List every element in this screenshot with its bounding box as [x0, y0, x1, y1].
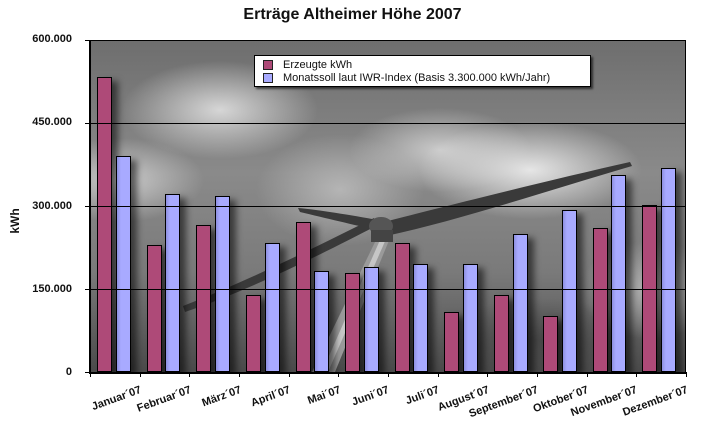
legend-item-erzeugte: Erzeugte kWh	[263, 58, 352, 71]
bar-erzeugte-januar	[97, 77, 112, 372]
bar-erzeugte-april	[246, 295, 261, 372]
chart-title: Erträge Altheimer Höhe 2007	[243, 6, 462, 23]
legend: Erzeugte kWh Monatssoll laut IWR-Index (…	[254, 55, 591, 87]
legend-item-monatssoll: Monatssoll laut IWR-Index (Basis 3.300.0…	[263, 71, 550, 84]
y-tick-label-600000: 600.000	[32, 33, 72, 45]
x-tick-mark	[537, 372, 538, 377]
x-tick-label-april: April´07	[249, 384, 293, 410]
bar-monatssoll-april	[265, 243, 280, 372]
x-tick-mark	[438, 372, 439, 377]
bar-monatssoll-juni	[364, 267, 379, 372]
y-tick-mark	[85, 40, 90, 41]
bar-erzeugte-juni	[345, 273, 360, 372]
bar-erzeugte-oktober	[543, 316, 558, 372]
legend-swatch-erzeugte	[263, 59, 273, 70]
x-tick-mark	[587, 372, 588, 377]
gridline-300000	[90, 206, 686, 207]
y-tick-label-150000: 150.000	[32, 283, 72, 295]
y-axis-label: kWh	[8, 208, 22, 234]
bar-monatssoll-maerz	[215, 196, 230, 372]
bars-container	[90, 40, 686, 372]
bar-monatssoll-juli	[413, 264, 428, 372]
gridline-150000	[90, 289, 686, 290]
y-tick-label-300000: 300.000	[32, 200, 72, 212]
y-tick-label-0: 0	[65, 366, 72, 378]
bar-monatssoll-november	[611, 175, 626, 372]
x-tick-label-mai: Mai´07	[305, 384, 343, 407]
y-tick-mark	[85, 206, 90, 207]
bar-erzeugte-februar	[147, 245, 162, 372]
gridline-450000	[90, 123, 686, 124]
x-tick-mark	[388, 372, 389, 377]
x-tick-mark	[686, 372, 687, 377]
bar-monatssoll-dezember	[661, 168, 676, 372]
bar-erzeugte-maerz	[196, 225, 211, 372]
bar-monatssoll-februar	[165, 194, 180, 372]
x-tick-mark	[487, 372, 488, 377]
bar-erzeugte-mai	[296, 222, 311, 372]
x-tick-label-januar: Januar´07	[90, 384, 144, 414]
bar-erzeugte-november	[593, 228, 608, 372]
y-tick-mark	[85, 123, 90, 124]
y-tick-mark	[85, 289, 90, 290]
x-tick-mark	[338, 372, 339, 377]
bar-monatssoll-oktober	[562, 210, 577, 372]
bar-erzeugte-september	[494, 295, 509, 372]
bar-erzeugte-juli	[395, 243, 410, 372]
x-tick-mark	[239, 372, 240, 377]
y-tick-label-450000: 450.000	[32, 116, 72, 128]
bar-monatssoll-mai	[314, 271, 329, 372]
x-tick-mark	[289, 372, 290, 377]
x-tick-mark	[140, 372, 141, 377]
bar-monatssoll-september	[513, 234, 528, 372]
bar-monatssoll-august	[463, 264, 478, 372]
x-tick-mark	[636, 372, 637, 377]
x-tick-mark	[189, 372, 190, 377]
legend-label-erzeugte: Erzeugte kWh	[283, 58, 353, 71]
legend-swatch-monatssoll	[263, 72, 273, 83]
bar-erzeugte-dezember	[642, 205, 657, 372]
bar-erzeugte-august	[444, 312, 459, 372]
x-tick-label-juli: Juli´07	[404, 384, 442, 408]
x-tick-label-maerz: März´07	[200, 384, 244, 410]
x-tick-label-februar: Februar´07	[135, 384, 194, 415]
x-tick-label-juni: Juni´07	[350, 384, 392, 409]
y-tick-mark	[85, 372, 90, 373]
bar-monatssoll-januar	[116, 156, 131, 372]
x-tick-mark	[90, 372, 91, 377]
legend-label-monatssoll: Monatssoll laut IWR-Index (Basis 3.300.0…	[283, 71, 551, 84]
